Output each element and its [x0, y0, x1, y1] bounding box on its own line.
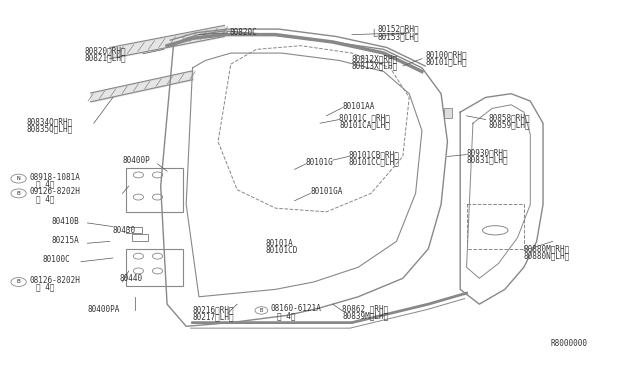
Text: 80880N〈LH〉: 80880N〈LH〉	[524, 251, 570, 261]
Text: 80831〈LH〉: 80831〈LH〉	[467, 155, 508, 165]
Text: 80820C: 80820C	[230, 28, 257, 37]
Text: 80101A: 80101A	[266, 239, 294, 248]
Text: 80216〈RH〉: 80216〈RH〉	[193, 305, 234, 314]
Text: 80834Q〈RH〉: 80834Q〈RH〉	[27, 117, 73, 126]
Text: 80930〈RH〉: 80930〈RH〉	[467, 148, 508, 157]
Text: 〈 4〉: 〈 4〉	[36, 194, 55, 203]
Text: 80859〈LH〉: 80859〈LH〉	[489, 121, 531, 129]
Bar	[467, 205, 524, 249]
Text: 80858〈RH〉: 80858〈RH〉	[489, 113, 531, 122]
Text: 80101AA: 80101AA	[342, 102, 374, 111]
Text: 80410B: 80410B	[51, 217, 79, 225]
Bar	[132, 234, 148, 241]
Text: 80862 〈RH〉: 80862 〈RH〉	[342, 304, 388, 314]
Text: 08160-6121A: 08160-6121A	[270, 304, 321, 314]
Text: 80217〈LH〉: 80217〈LH〉	[193, 312, 234, 321]
Text: 80400PA: 80400PA	[88, 305, 120, 314]
Text: 80101C 〈RH〉: 80101C 〈RH〉	[339, 113, 390, 122]
Text: 80820〈RH〉: 80820〈RH〉	[84, 46, 126, 55]
Text: 〈 4〉: 〈 4〉	[36, 283, 55, 292]
Text: 80835Q〈LH〉: 80835Q〈LH〉	[27, 124, 73, 133]
Text: 80400P: 80400P	[122, 155, 150, 165]
Text: 〈 4〉: 〈 4〉	[36, 179, 55, 188]
Text: B: B	[17, 191, 20, 196]
Text: 80100〈RH〉: 80100〈RH〉	[425, 51, 467, 60]
Text: 08126-8202H: 08126-8202H	[29, 276, 80, 285]
Text: 80839M〈LH〉: 80839M〈LH〉	[342, 311, 388, 320]
Bar	[125, 249, 183, 286]
Text: 80152〈RH〉: 80152〈RH〉	[378, 25, 419, 33]
Text: 〈 4〉: 〈 4〉	[277, 311, 296, 320]
Text: 80430: 80430	[113, 226, 136, 235]
Bar	[125, 167, 183, 212]
Text: 80880M〈RH〉: 80880M〈RH〉	[524, 244, 570, 253]
Text: N: N	[17, 176, 20, 181]
Text: 80101CC〈LH〉: 80101CC〈LH〉	[349, 157, 399, 167]
Text: B: B	[260, 308, 263, 313]
Text: 80215A: 80215A	[51, 236, 79, 245]
Bar	[125, 227, 141, 233]
Bar	[444, 109, 452, 118]
Text: 80101CA〈LH〉: 80101CA〈LH〉	[339, 121, 390, 129]
Text: 08918-1081A: 08918-1081A	[29, 173, 80, 182]
Text: 80813X〈LH〉: 80813X〈LH〉	[352, 61, 398, 71]
Text: 80153〈LH〉: 80153〈LH〉	[378, 32, 419, 41]
Text: R8000000: R8000000	[550, 340, 588, 349]
Text: 80440: 80440	[119, 274, 142, 283]
Text: 80101CD: 80101CD	[266, 246, 298, 255]
Text: B: B	[17, 279, 20, 285]
Text: 80821〈LH〉: 80821〈LH〉	[84, 53, 126, 62]
Text: 80812X〈RH〉: 80812X〈RH〉	[352, 54, 398, 63]
Text: 80101〈LH〉: 80101〈LH〉	[425, 58, 467, 67]
Text: 80101CB〈RH〉: 80101CB〈RH〉	[349, 150, 399, 159]
Text: 80101G: 80101G	[306, 157, 333, 167]
Text: 80100C: 80100C	[43, 255, 70, 264]
Text: 80101GA: 80101GA	[310, 187, 343, 196]
Text: 09126-8202H: 09126-8202H	[29, 187, 80, 196]
